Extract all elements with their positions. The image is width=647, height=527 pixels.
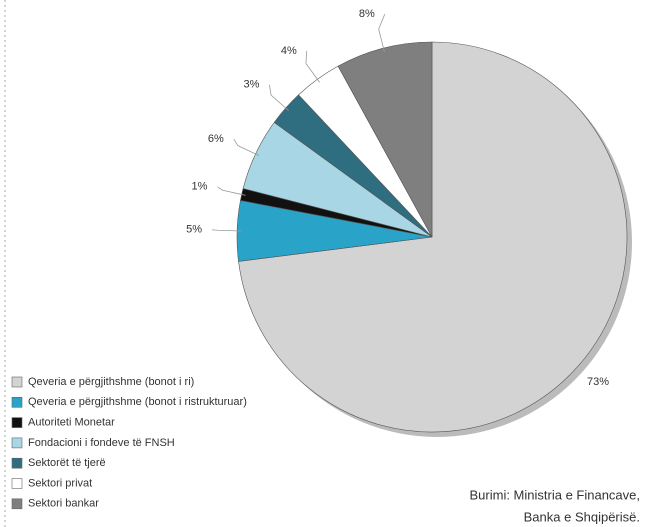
legend-swatch: [11, 396, 23, 408]
leader-line: [233, 138, 260, 156]
leader-line: [269, 84, 289, 111]
legend-label: Sektori privat: [28, 477, 92, 489]
data-label: 3%: [243, 79, 259, 91]
data-label: 73%: [587, 376, 609, 388]
leader-line: [211, 229, 242, 232]
legend-label: Qeveria e përgjithshme (bonot i ri): [28, 376, 194, 388]
leader-line: [217, 186, 246, 196]
source-line: Banka e Shqipërisë.: [524, 509, 640, 524]
pie-slice: [238, 41, 628, 433]
leader-line: [305, 50, 320, 83]
legend-swatch: [11, 437, 23, 449]
data-label: 1%: [192, 181, 208, 193]
legend-swatch: [11, 478, 23, 489]
legend-swatch: [11, 376, 23, 388]
legend-swatch: [11, 498, 23, 510]
data-label: 6%: [208, 133, 224, 145]
legend-label: Qeveria e përgjithshme (bonot i ristrukt…: [28, 396, 247, 408]
data-label: 5%: [186, 224, 202, 236]
legend-label: Autoriteti Monetar: [28, 417, 115, 429]
legend-label: Sektorët të tjerë: [28, 457, 106, 469]
leader-line: [378, 13, 386, 53]
data-label: 4%: [281, 45, 297, 57]
legend-swatch: [11, 417, 23, 428]
data-label: 8%: [359, 8, 375, 20]
source-line: Burimi: Ministria e Financave,: [470, 487, 641, 502]
legend-label: Sektori bankar: [28, 498, 99, 510]
legend-swatch: [11, 457, 23, 469]
legend-label: Fondacioni i fondeve të FNSH: [28, 437, 175, 449]
